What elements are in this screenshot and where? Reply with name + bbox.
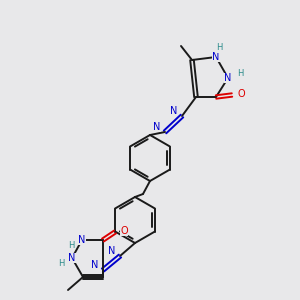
- Text: N: N: [68, 253, 76, 263]
- Text: N: N: [224, 73, 232, 83]
- Text: N: N: [91, 260, 99, 270]
- Text: H: H: [216, 44, 222, 52]
- Text: H: H: [237, 70, 243, 79]
- Text: N: N: [153, 122, 161, 132]
- Text: N: N: [108, 246, 116, 256]
- Text: O: O: [237, 89, 245, 99]
- Text: H: H: [68, 241, 74, 250]
- Text: N: N: [212, 52, 220, 62]
- Text: N: N: [170, 106, 178, 116]
- Text: H: H: [58, 259, 64, 268]
- Text: O: O: [120, 226, 128, 236]
- Text: N: N: [78, 235, 86, 245]
